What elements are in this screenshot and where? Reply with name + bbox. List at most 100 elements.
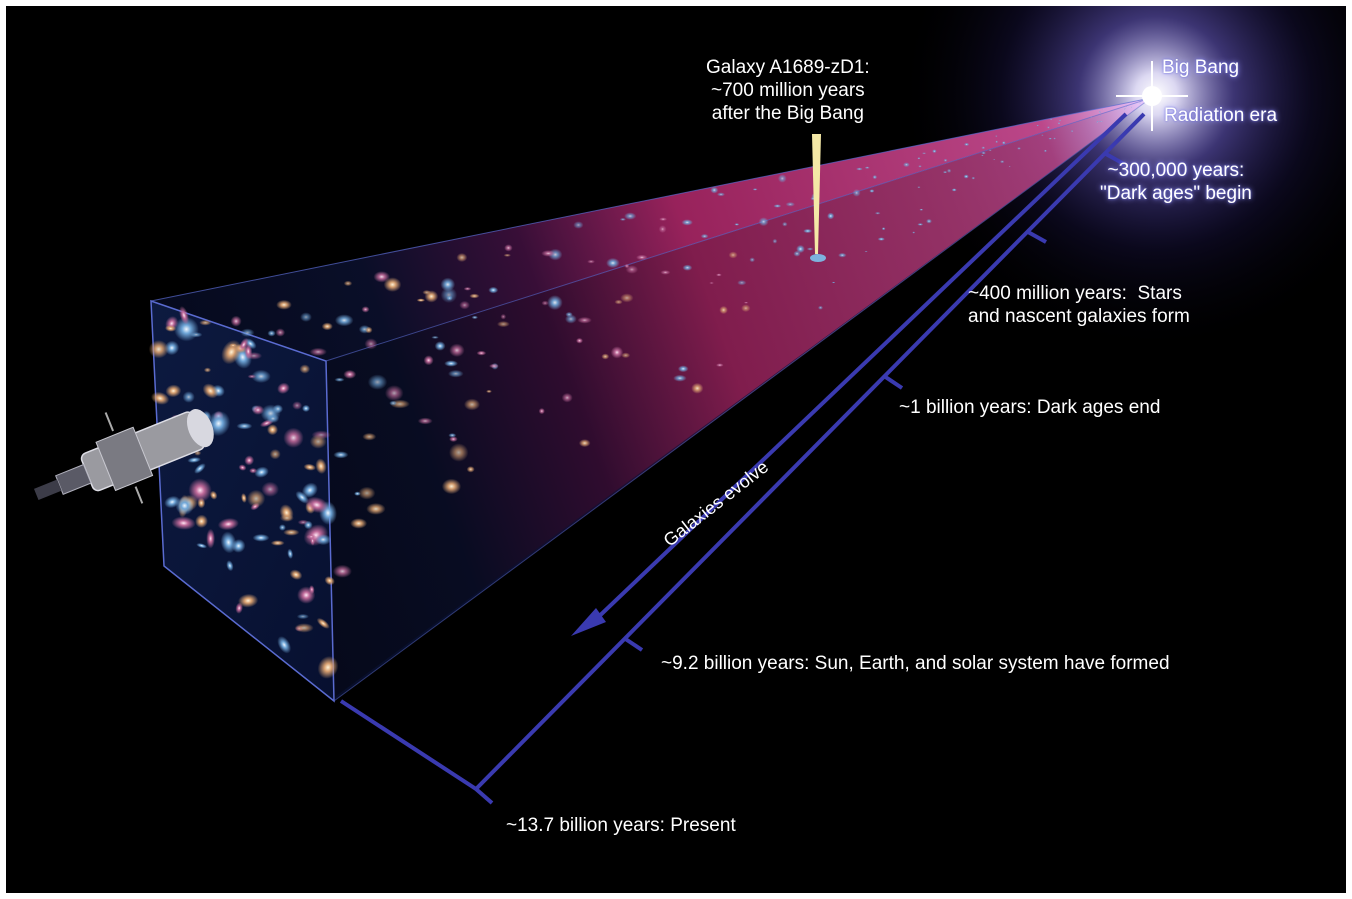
galaxy-dot: [922, 152, 927, 155]
galaxy-dot: [148, 340, 169, 359]
time-axis: [339, 112, 1146, 805]
galaxy-dot: [238, 593, 259, 608]
galaxy-dot: [279, 514, 294, 522]
galaxy-dot: [175, 496, 194, 515]
galaxy-dot: [269, 449, 281, 460]
galaxy-dot: [872, 175, 878, 180]
galaxy-dot: [942, 171, 948, 174]
galaxy-dot: [277, 382, 290, 394]
galaxy-dot: [469, 293, 480, 299]
galaxy-dot: [471, 315, 478, 320]
cone-side-face: [326, 98, 1151, 701]
galaxy-dot: [241, 493, 247, 503]
galaxy-dot: [287, 548, 294, 559]
galaxy-dot: [1096, 122, 1098, 124]
galaxy-dot: [497, 321, 510, 328]
galaxy-dot: [384, 385, 404, 402]
galaxy-dot: [373, 271, 390, 283]
galaxy-dot: [464, 398, 480, 411]
galaxy-dot: [303, 520, 313, 530]
galaxy-dot: [238, 464, 247, 471]
galaxy-dot: [818, 305, 823, 310]
galaxy-dot: [981, 154, 984, 157]
big-bang-star-icon: [1116, 61, 1188, 131]
galaxy-dot: [261, 481, 279, 497]
galaxy-dot: [1017, 147, 1021, 150]
galaxy-dot: [229, 343, 238, 348]
galaxy-dot: [1048, 137, 1052, 140]
galaxy-dot: [1058, 119, 1062, 122]
galaxy-dot: [343, 369, 357, 379]
galaxy-dot: [741, 304, 751, 313]
galaxy-dot: [283, 427, 304, 448]
galaxy-dot: [1099, 114, 1102, 116]
galaxy-dot: [864, 166, 870, 169]
galaxy-dot: [333, 451, 349, 459]
galaxy-dot: [610, 346, 624, 359]
galaxy-dot: [203, 367, 212, 373]
galaxy-dot: [1047, 126, 1050, 129]
galaxy-dot: [856, 167, 863, 171]
galaxy-dot: [236, 422, 253, 430]
galaxy-dot: [449, 343, 465, 357]
galaxy-dot: [315, 534, 332, 546]
galaxy-dot: [266, 414, 280, 424]
galaxy-dot: [275, 328, 286, 337]
galaxy-dot: [448, 433, 457, 438]
galaxy-dot: [963, 174, 969, 179]
galaxy-dot: [196, 543, 208, 549]
galaxy-dot: [164, 325, 177, 332]
galaxy-dot: [743, 301, 749, 304]
galaxy-dot: [459, 300, 470, 310]
universe-timeline-diagram: Galaxy A1689-zD1: ~700 million years aft…: [6, 6, 1346, 893]
galaxy-dot: [777, 174, 787, 183]
galaxy-dot: [247, 374, 257, 379]
galaxy-dot: [247, 489, 266, 508]
galaxy-dot: [206, 528, 216, 549]
galaxy-dot: [1000, 160, 1005, 164]
galaxy-dot: [270, 540, 285, 546]
galaxy-dot: [1139, 102, 1141, 104]
galaxy-dot: [658, 225, 667, 234]
galaxy-field: [148, 102, 1141, 679]
galaxy-dot: [541, 250, 556, 257]
galaxy-dot: [869, 189, 875, 193]
galaxy-dot: [793, 250, 801, 257]
galaxy-dot: [636, 254, 648, 261]
galaxy-dot: [881, 227, 886, 231]
galaxy-dot: [444, 360, 458, 367]
galaxy-dot: [316, 617, 330, 629]
galaxy-dot: [803, 228, 813, 234]
galaxy-dot: [587, 259, 595, 264]
galaxy-dot: [981, 151, 986, 155]
galaxy-dot: [951, 188, 957, 192]
dark-ages-end-label: ~1 billion years: Dark ages end: [899, 397, 1161, 418]
galaxy-dot: [150, 391, 170, 405]
galaxy-dot: [366, 503, 386, 515]
galaxy-dot: [1043, 149, 1047, 152]
galaxy-dot: [251, 405, 265, 415]
galaxy-dot: [305, 496, 329, 514]
galaxy-dot: [361, 306, 370, 313]
galaxy-dot: [1099, 120, 1101, 123]
galaxy-dot: [565, 314, 577, 324]
galaxy-dot: [1057, 122, 1061, 125]
galaxy-dot: [577, 316, 592, 324]
galaxy-dot: [1036, 124, 1039, 127]
galaxy-dot: [220, 531, 237, 554]
galaxy-dot: [918, 165, 922, 168]
galaxy-dot: [710, 186, 719, 194]
galaxy-dot: [306, 534, 317, 540]
telescope-icon: [33, 409, 214, 504]
galaxy-dot: [448, 369, 464, 378]
galaxy-dot: [827, 212, 835, 220]
galaxy-dot: [383, 277, 402, 292]
galaxy-dot: [620, 293, 634, 303]
galaxy-dot: [1130, 106, 1133, 108]
galaxy-dot: [614, 299, 623, 305]
galaxy-dot: [691, 382, 704, 394]
galaxy-dot: [309, 434, 327, 449]
galaxy-dot: [466, 466, 475, 473]
galaxy-dot: [912, 231, 916, 234]
galaxy-dot: [449, 436, 458, 442]
